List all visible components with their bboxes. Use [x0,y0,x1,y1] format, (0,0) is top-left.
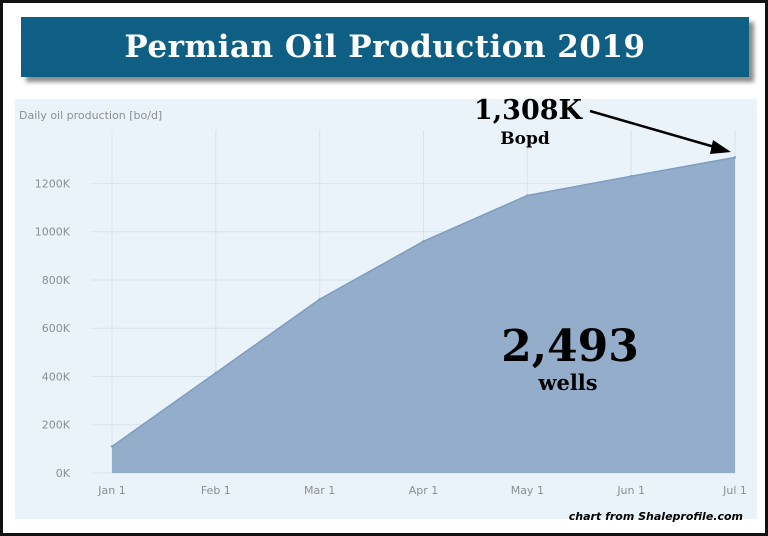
area-fill [112,157,735,474]
wells-count-label: 2,493 [501,321,639,372]
peak-value-label: 1,308K [474,95,584,126]
y-tick-label: 200K [42,419,71,432]
source-credit: chart from Shaleprofile.com [568,510,743,523]
data-point [214,371,218,375]
x-tick-label: May 1 [511,484,544,497]
y-axis-label: Daily oil production [bo/d] [19,109,163,122]
wells-text-label: wells [537,370,597,395]
data-point [629,174,633,178]
y-tick-label: 1200K [35,177,71,190]
area-series [110,156,737,474]
y-tick-label: 400K [42,370,71,383]
x-tick-label: Apr 1 [409,484,439,497]
peak-unit-label: Bopd [500,129,550,149]
title-banner: Permian Oil Production 2019 [21,17,749,77]
wells-callout: 2,493 wells [501,321,639,395]
y-axis-ticks: 0K 200K 400K 600K 800K 1000K 1200K [35,177,71,480]
peak-callout: 1,308K Bopd [474,95,731,154]
y-tick-label: 0K [56,467,71,480]
x-tick-label: Jul 1 [722,484,747,497]
x-tick-label: Jan 1 [97,484,125,497]
data-point [318,298,321,301]
y-tick-label: 1000K [35,226,71,239]
x-axis-ticks: Jan 1 Feb 1 Mar 1 Apr 1 May 1 Jun 1 Jul 1 [97,484,747,497]
data-point [110,445,114,448]
peak-arrow-head [710,140,731,154]
y-tick-label: 800K [42,274,71,287]
x-tick-label: Feb 1 [201,484,231,497]
peak-arrow-line [589,109,719,150]
x-tick-label: Jun 1 [616,484,645,497]
data-point [733,156,737,159]
chart-title: Permian Oil Production 2019 [124,29,646,65]
data-point [526,194,529,197]
y-tick-label: 600K [42,322,71,335]
x-tick-label: Mar 1 [304,484,335,497]
data-point [422,240,425,243]
